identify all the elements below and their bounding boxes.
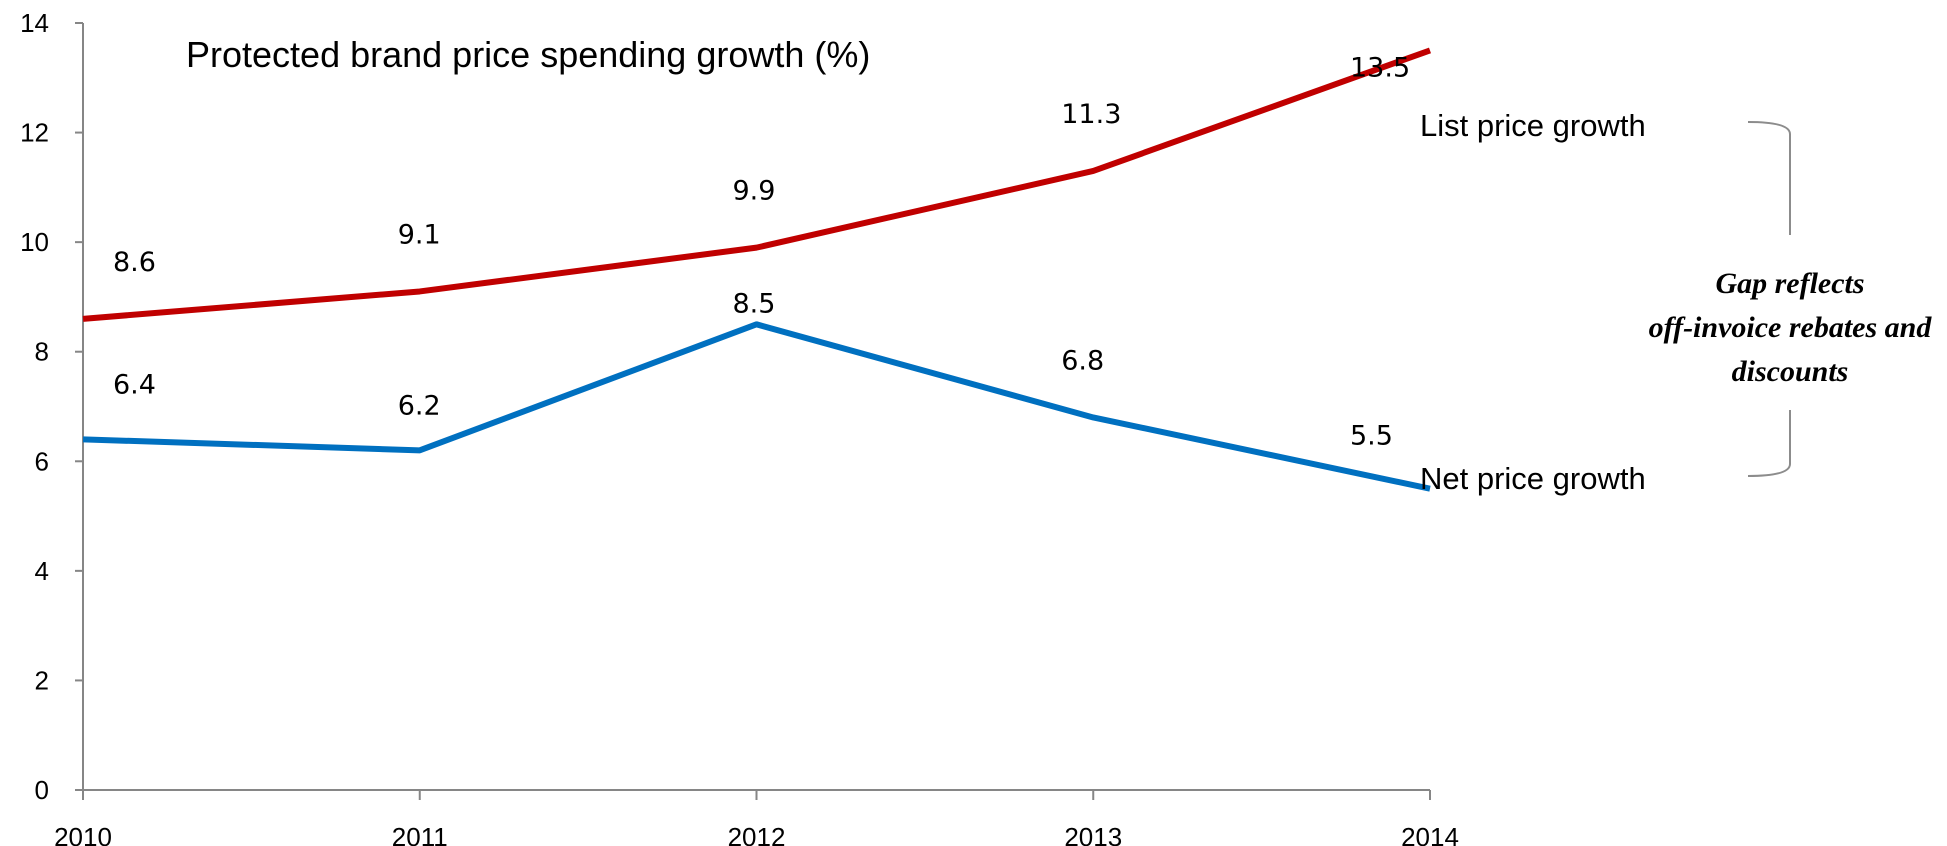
net-price-line: [82, 321, 1431, 492]
data-label: 6.2: [398, 390, 441, 421]
axes: 0 2 4 6 8 10 12 14 2010 2011 2012 2013 2014: [20, 8, 1459, 846]
data-label: 5.5: [1350, 421, 1393, 452]
data-label: 6.4: [113, 369, 156, 400]
data-labels: 8.6 9.1 9.9 11.3 13.5 6.4 6.2 8.5 6.8 5.5: [113, 52, 1410, 451]
bracket-bottom: [1747, 410, 1791, 477]
x-tick-label: 2010: [54, 822, 112, 846]
x-tick-label: 2014: [1401, 822, 1459, 846]
chart-title: Protected brand price spending growth (%…: [186, 34, 870, 75]
data-label: 8.6: [113, 247, 156, 278]
x-tick-label: 2012: [728, 822, 786, 846]
series-name-labels: List price growth Net price growth: [1420, 108, 1646, 496]
data-label: 9.9: [733, 176, 776, 207]
gap-note-line: off-invoice rebates and: [1649, 311, 1933, 344]
list-price-line: [82, 47, 1432, 322]
y-tick-label: 8: [35, 337, 49, 367]
y-tick-label: 0: [35, 775, 49, 805]
series-lines: [82, 47, 1432, 492]
gap-note-line: Gap reflects: [1715, 267, 1864, 300]
data-label: 9.1: [398, 219, 441, 250]
data-label: 8.5: [733, 288, 776, 319]
net-price-series-label: Net price growth: [1420, 461, 1646, 496]
y-tick-label: 6: [35, 446, 49, 476]
data-label: 11.3: [1061, 99, 1121, 130]
y-tick-label: 14: [20, 8, 49, 38]
gap-note-line: discounts: [1732, 355, 1849, 388]
y-tick-label: 2: [35, 665, 49, 695]
data-label: 13.5: [1350, 52, 1410, 83]
y-tick-label: 12: [20, 118, 49, 148]
gap-bracket: Gap reflects off-invoice rebates and disco…: [1649, 121, 1933, 477]
x-tick-label: 2011: [392, 822, 448, 846]
y-tick-label: 4: [35, 556, 49, 586]
x-tick-label: 2013: [1064, 822, 1122, 846]
data-label: 6.8: [1061, 345, 1104, 376]
list-price-series-label: List price growth: [1420, 108, 1646, 143]
y-tick-label: 10: [20, 227, 49, 257]
bracket-top: [1747, 121, 1791, 235]
